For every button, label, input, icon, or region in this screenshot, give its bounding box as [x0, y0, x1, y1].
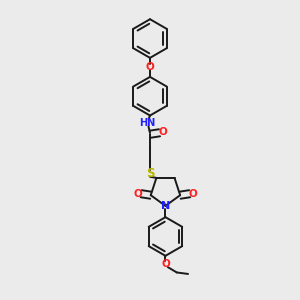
Text: O: O — [146, 62, 154, 72]
Text: N: N — [161, 201, 170, 211]
Text: O: O — [158, 127, 167, 137]
Text: O: O — [133, 189, 142, 199]
Text: O: O — [189, 189, 198, 199]
Text: S: S — [146, 167, 154, 180]
Text: O: O — [161, 259, 170, 269]
Text: HN: HN — [139, 118, 155, 128]
